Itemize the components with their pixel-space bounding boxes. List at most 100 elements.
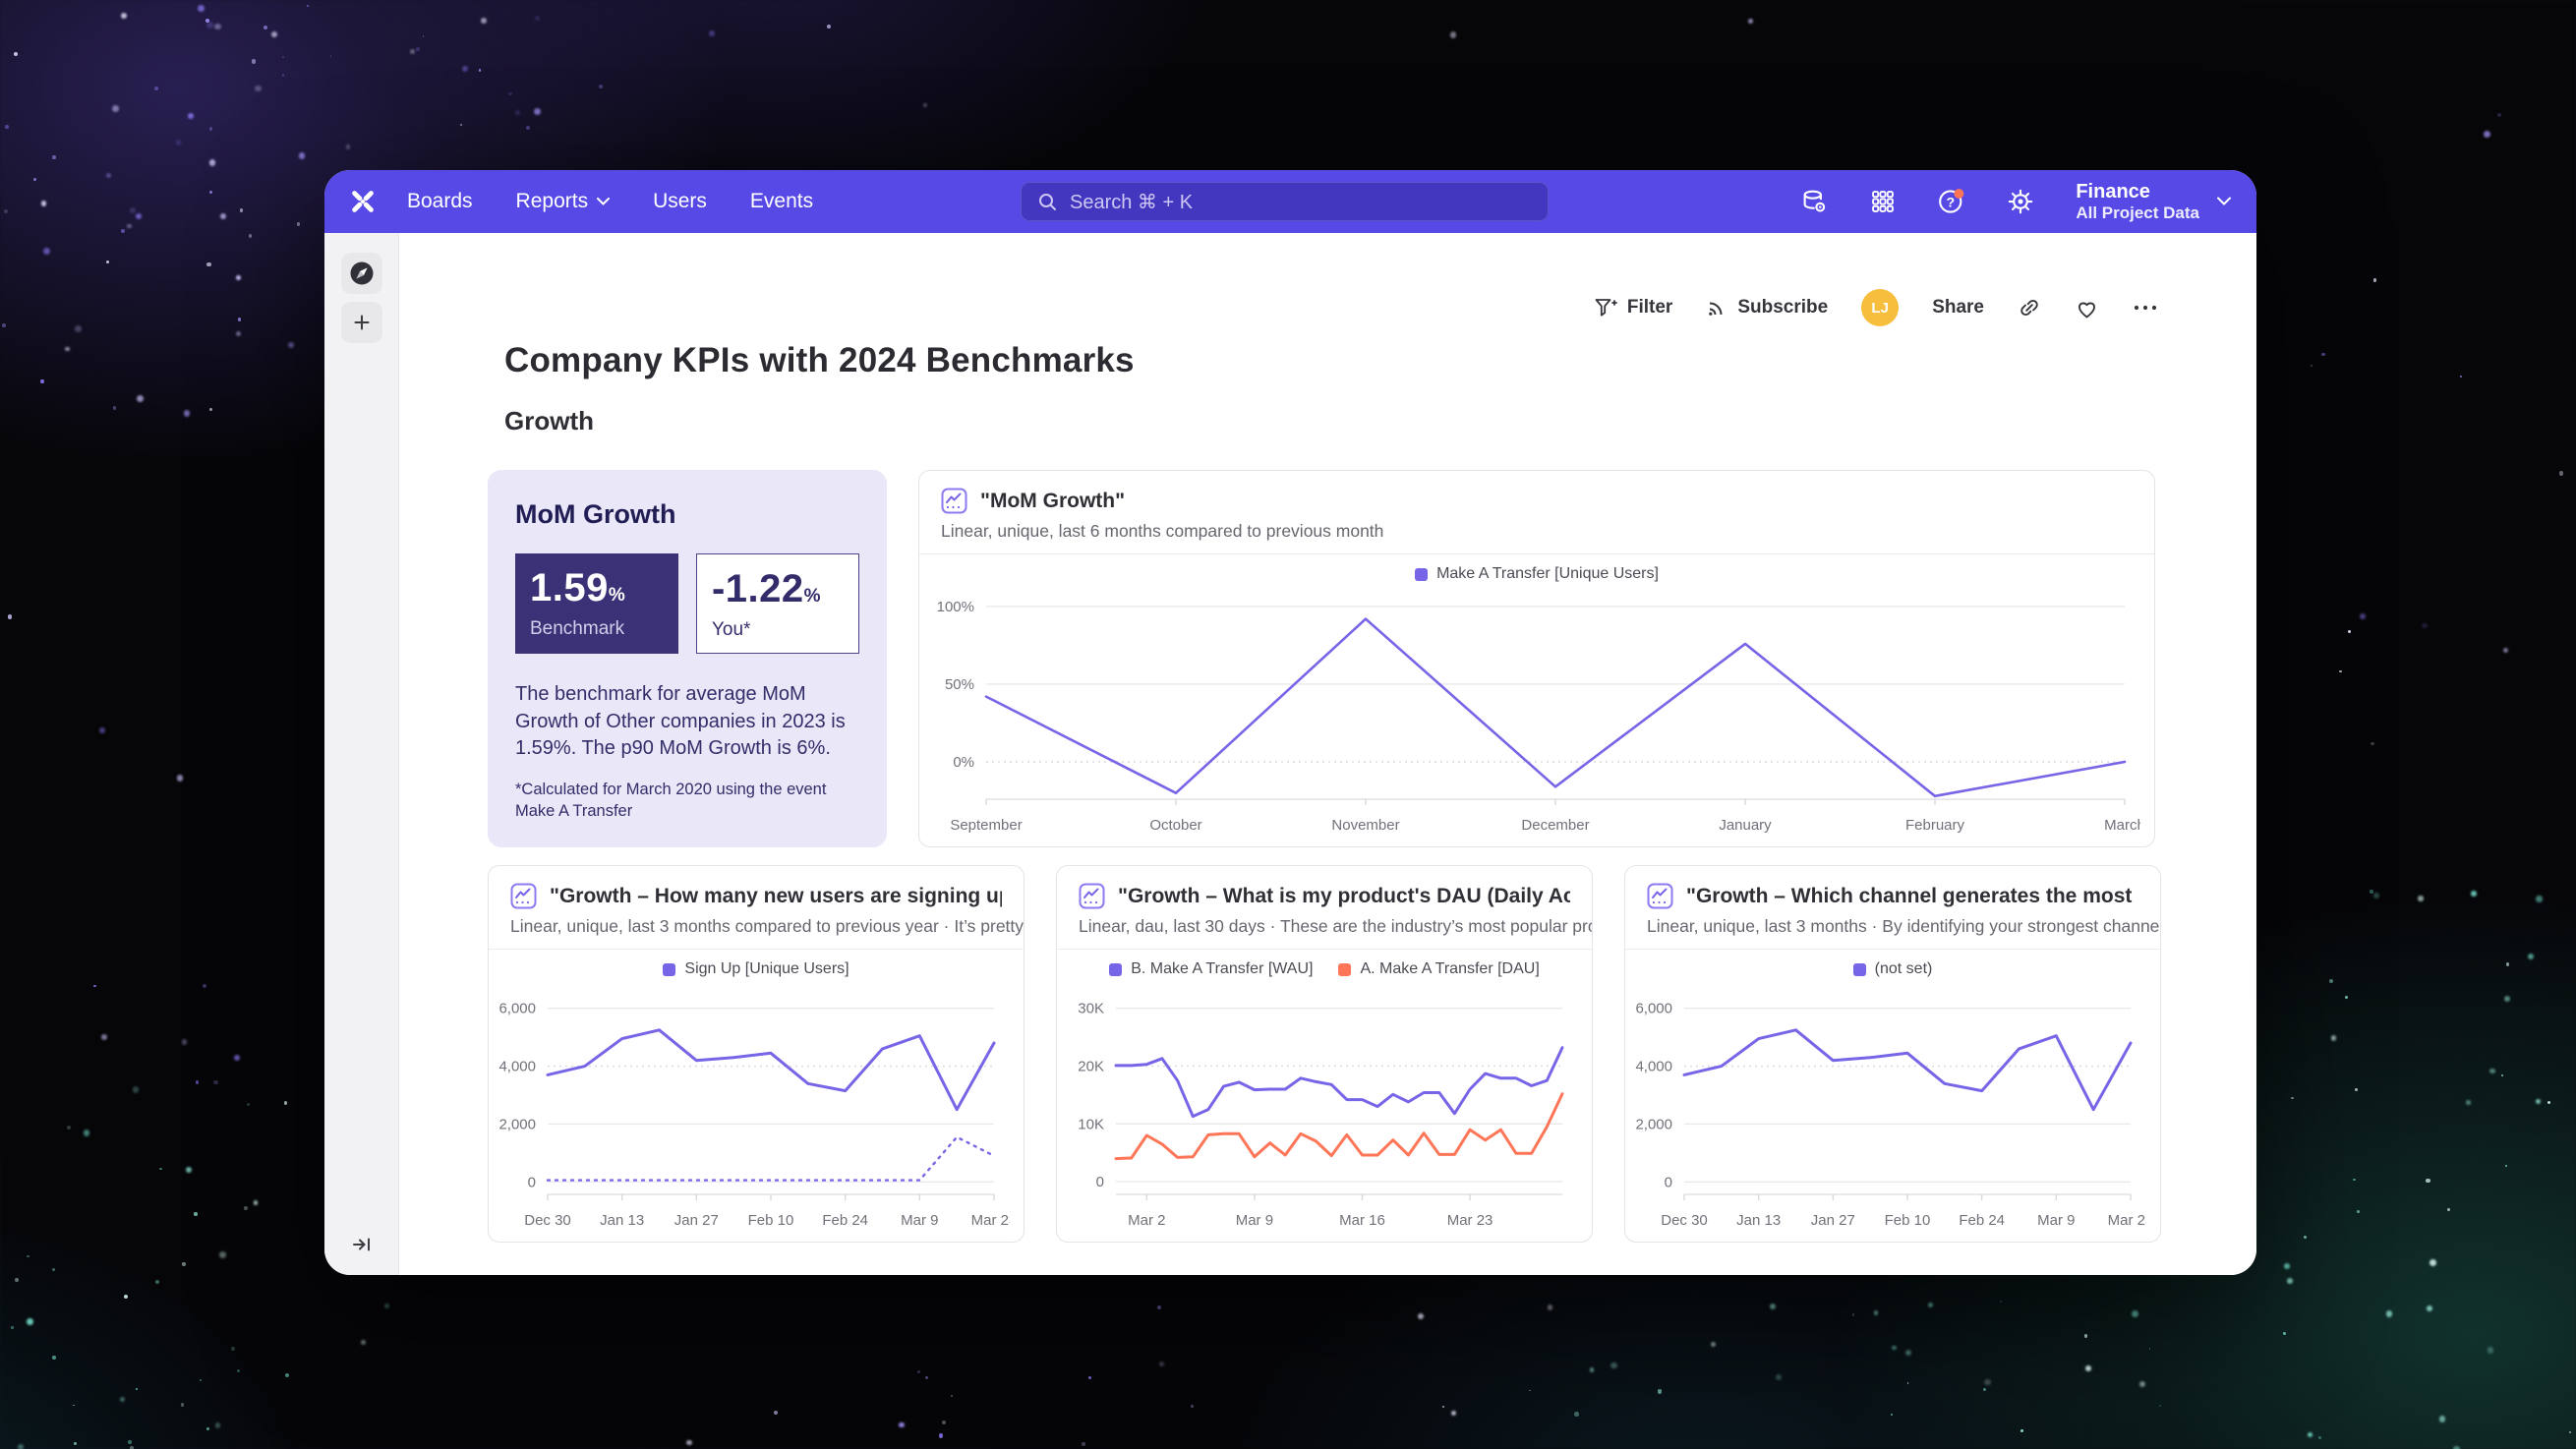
- nav-utilities: ? Finance: [1794, 180, 2231, 223]
- nav-menu: Boards Reports Users Events: [407, 190, 813, 213]
- svg-text:Dec 30: Dec 30: [1661, 1212, 1708, 1229]
- chevron-down-icon: [2217, 197, 2231, 206]
- benchmark-footnote: *Calculated for March 2020 using the eve…: [515, 780, 827, 821]
- legend-swatch: [1338, 962, 1352, 976]
- benchmark-description: The benchmark for average MoM Growth of …: [515, 683, 846, 760]
- ellipsis-icon: [2134, 305, 2157, 311]
- nav-item-label: Reports: [515, 190, 589, 212]
- chart-title: "Growth – Which channel generates the mo…: [1686, 884, 2138, 907]
- insights-chart-icon: [510, 883, 537, 909]
- svg-text:Mar 23: Mar 23: [1447, 1212, 1493, 1229]
- legend-swatch: [663, 962, 676, 976]
- you-value: -1.22: [711, 567, 804, 610]
- sidebar-expand-button[interactable]: [342, 1228, 381, 1261]
- nav-item-label: Boards: [407, 190, 473, 212]
- svg-text:Mar 9: Mar 9: [901, 1212, 938, 1229]
- svg-text:2,000: 2,000: [498, 1116, 536, 1132]
- svg-text:Feb 24: Feb 24: [822, 1212, 868, 1229]
- nav-item-users[interactable]: Users: [653, 190, 707, 213]
- chart-card-mom-growth[interactable]: "MoM Growth" Linear, unique, last 6 mont…: [918, 470, 2155, 847]
- share-label: Share: [1932, 297, 1984, 318]
- svg-text:March: March: [2104, 817, 2140, 834]
- svg-text:February: February: [1905, 817, 1965, 834]
- benchmark-label: Benchmark: [530, 618, 625, 639]
- svg-text:0: 0: [528, 1174, 536, 1190]
- svg-text:Mar 9: Mar 9: [2037, 1212, 2075, 1229]
- chart-subtitle: Linear, unique, last 6 months compared t…: [919, 514, 2154, 554]
- board-toolbar: Filter Subscribe LJ Share: [488, 288, 2158, 327]
- nav-item-reports[interactable]: Reports: [516, 190, 611, 213]
- svg-text:0%: 0%: [953, 754, 974, 771]
- subscribe-label: Subscribe: [1737, 297, 1829, 318]
- svg-text:Mar 23: Mar 23: [971, 1212, 1010, 1229]
- mixpanel-logo-icon[interactable]: [346, 185, 380, 218]
- avatar[interactable]: LJ: [1861, 289, 1900, 326]
- global-search-input[interactable]: Search ⌘ + K: [1021, 182, 1549, 221]
- svg-text:Feb 10: Feb 10: [1885, 1212, 1931, 1229]
- subscribe-button[interactable]: Subscribe: [1706, 297, 1828, 319]
- benchmark-value: 1.59: [530, 566, 609, 609]
- chart-card-channels[interactable]: "Growth – Which channel generates the mo…: [1624, 865, 2161, 1243]
- svg-text:Mar 16: Mar 16: [1339, 1212, 1385, 1229]
- legend-label: A. Make A Transfer [DAU]: [1360, 960, 1540, 977]
- chart-title: "MoM Growth": [980, 489, 1126, 512]
- rss-icon: [1709, 302, 1723, 316]
- line-chart-plot[interactable]: 6,000 4,000 2,000 0 Dec 30 Jan 13 Jan 27 Feb 10…: [491, 980, 1017, 1239]
- chart-subtitle: Linear, unique, last 3 months · By ident…: [1625, 909, 2160, 950]
- svg-text:Feb 24: Feb 24: [1959, 1212, 2005, 1229]
- line-chart-plot[interactable]: 6,000 4,000 2,000 0 Dec 30 Jan 13 Jan 27 Feb 10…: [1627, 980, 2153, 1239]
- board-content: Filter Subscribe LJ Share: [399, 233, 2256, 1275]
- board-shortcut-button[interactable]: [340, 253, 382, 294]
- svg-text:December: December: [1521, 817, 1589, 834]
- apps-grid-icon[interactable]: [1863, 182, 1903, 221]
- heart-icon: [2078, 302, 2096, 318]
- nav-item-boards[interactable]: Boards: [407, 190, 473, 213]
- svg-text:January: January: [1719, 817, 1772, 834]
- svg-text:Feb 10: Feb 10: [748, 1212, 794, 1229]
- more-options-button[interactable]: [2133, 304, 2158, 312]
- legend-swatch: [1415, 567, 1429, 581]
- svg-text:Mar 23: Mar 23: [2108, 1212, 2146, 1229]
- legend-label: B. Make A Transfer [WAU]: [1131, 960, 1314, 977]
- svg-text:30K: 30K: [1078, 1001, 1104, 1017]
- chart-title: "Growth – What is my product's DAU (Dail…: [1118, 884, 1570, 907]
- data-management-icon[interactable]: [1794, 182, 1834, 221]
- top-nav: Boards Reports Users Events Search ⌘ + K: [324, 170, 2256, 233]
- help-icon[interactable]: ?: [1932, 182, 1971, 221]
- svg-text:0: 0: [1665, 1174, 1672, 1190]
- add-board-button[interactable]: [340, 302, 382, 343]
- chart-title: "Growth – How many new users are signing…: [550, 884, 1002, 907]
- compass-icon: [350, 261, 373, 285]
- project-selector[interactable]: Finance All Project Data: [2076, 180, 2231, 223]
- legend-swatch: [1109, 962, 1123, 976]
- chart-legend: Make A Transfer [Unique Users]: [919, 554, 2154, 583]
- project-name: Finance: [2076, 180, 2150, 203]
- line-chart-plot[interactable]: 30K 20K 10K 0 Mar 2 Mar 9 Mar 16 Mar 23: [1059, 980, 1584, 1239]
- svg-text:Jan 13: Jan 13: [600, 1212, 644, 1229]
- svg-text:10K: 10K: [1078, 1116, 1104, 1132]
- svg-text:Jan 13: Jan 13: [1736, 1212, 1781, 1229]
- expand-sidebar-icon: [353, 1238, 370, 1251]
- chart-card-new-users[interactable]: "Growth – How many new users are signing…: [488, 865, 1025, 1243]
- svg-text:2,000: 2,000: [1635, 1116, 1672, 1132]
- filter-button[interactable]: Filter: [1594, 297, 1672, 319]
- you-stat-box: -1.22% You*: [695, 553, 859, 654]
- benchmark-card-title: MoM Growth: [515, 499, 676, 529]
- benchmark-card: MoM Growth 1.59% Benchmark -1.22% You* T…: [488, 470, 887, 847]
- copy-link-button[interactable]: [2018, 296, 2041, 319]
- avatar-initials: LJ: [1871, 299, 1889, 317]
- favorite-button[interactable]: [2075, 297, 2099, 319]
- nav-item-label: Users: [653, 190, 707, 212]
- link-icon: [2020, 299, 2038, 317]
- chart-card-dau[interactable]: "Growth – What is my product's DAU (Dail…: [1056, 865, 1593, 1243]
- insights-chart-icon: [1079, 883, 1105, 909]
- line-chart-plot[interactable]: 100% 50% 0% September October November Decembe…: [921, 585, 2146, 843]
- share-button[interactable]: Share: [1932, 297, 1984, 319]
- legend-label: Make A Transfer [Unique Users]: [1436, 565, 1659, 582]
- legend-label: Sign Up [Unique Users]: [684, 960, 849, 977]
- legend-label: (not set): [1874, 960, 1933, 977]
- settings-gear-icon[interactable]: [2001, 182, 2040, 221]
- page-title: Company KPIs with 2024 Benchmarks: [504, 341, 1135, 379]
- plus-icon: [354, 315, 369, 330]
- nav-item-events[interactable]: Events: [750, 190, 813, 213]
